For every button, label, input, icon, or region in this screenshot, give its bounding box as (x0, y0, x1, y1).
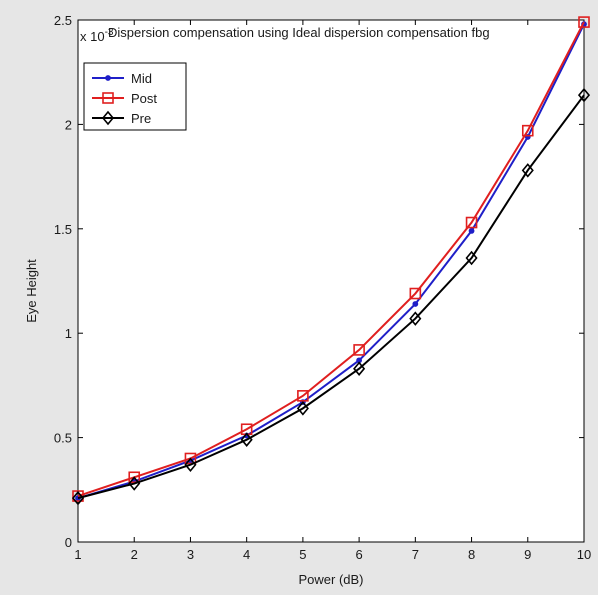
x-tick-label: 4 (243, 547, 250, 562)
legend-entry-mid: Mid (92, 71, 152, 86)
data-point-pre (353, 361, 366, 376)
legend-entry-pre: Pre (92, 110, 151, 126)
legend-marker-mid (105, 75, 111, 81)
data-point-pre (240, 432, 253, 447)
y-axis-title: Eye Height (24, 259, 39, 323)
data-point-post (184, 452, 197, 465)
y-axis-exponent-base: x 10 (80, 29, 105, 44)
data-point-post (353, 344, 365, 356)
y-tick-label: 2.5 (54, 13, 72, 28)
legend-marker-pre (101, 110, 115, 126)
y-tick-label: 1 (65, 326, 72, 341)
data-point-mid (412, 301, 419, 307)
series-layer (71, 16, 591, 506)
x-axis-title: Power (dB) (298, 572, 363, 587)
x-tick-label: 10 (577, 547, 591, 562)
data-point-mid (468, 227, 475, 234)
series-line-pre (77, 94, 585, 500)
legend: Mid Post Pre (83, 62, 187, 131)
series-line-post (77, 21, 585, 498)
data-point-pre (184, 457, 197, 472)
data-point-pre (296, 401, 309, 416)
x-tick-label: 1 (74, 547, 81, 562)
legend-entry-post: Post (92, 91, 157, 106)
y-tick-label: 0 (65, 535, 72, 550)
data-point-post (521, 124, 534, 137)
data-point-pre (465, 250, 478, 266)
data-point-post (128, 471, 141, 484)
x-tick-label: 6 (355, 547, 362, 562)
x-tick-label: 8 (468, 547, 475, 562)
series-line-mid (77, 23, 585, 500)
data-point-pre (128, 476, 141, 491)
y-axis-ticks: 0 0.5 1 1.5 2 2.5 (54, 13, 584, 550)
data-point-post (297, 390, 309, 402)
legend-marker-post (102, 92, 114, 104)
legend-label-post: Post (131, 91, 157, 106)
y-tick-label: 2 (65, 117, 72, 132)
data-point-post (465, 216, 478, 229)
y-tick-label: 0.5 (54, 431, 72, 446)
x-tick-label: 3 (187, 547, 194, 562)
x-axis-ticks: 1 2 3 4 5 6 7 8 9 10 (74, 20, 591, 562)
data-point-pre (577, 87, 591, 103)
data-point-post (409, 287, 422, 300)
y-tick-label: 1.5 (54, 222, 72, 237)
x-tick-label: 7 (412, 547, 419, 562)
chart-title: Dispersion compensation using Ideal disp… (108, 25, 490, 40)
data-point-pre (71, 490, 85, 506)
y-axis-exponent-power: -3 (105, 27, 114, 38)
y-axis-exponent: x 10-3 (80, 27, 114, 44)
series-pre (71, 87, 591, 506)
data-point-post (578, 16, 590, 28)
legend-label-mid: Mid (131, 71, 152, 86)
data-point-pre (409, 311, 422, 326)
data-point-pre (521, 163, 534, 178)
x-tick-label: 5 (299, 547, 306, 562)
legend-label-pre: Pre (131, 111, 151, 126)
x-tick-label: 2 (131, 547, 138, 562)
x-tick-label: 9 (524, 547, 531, 562)
